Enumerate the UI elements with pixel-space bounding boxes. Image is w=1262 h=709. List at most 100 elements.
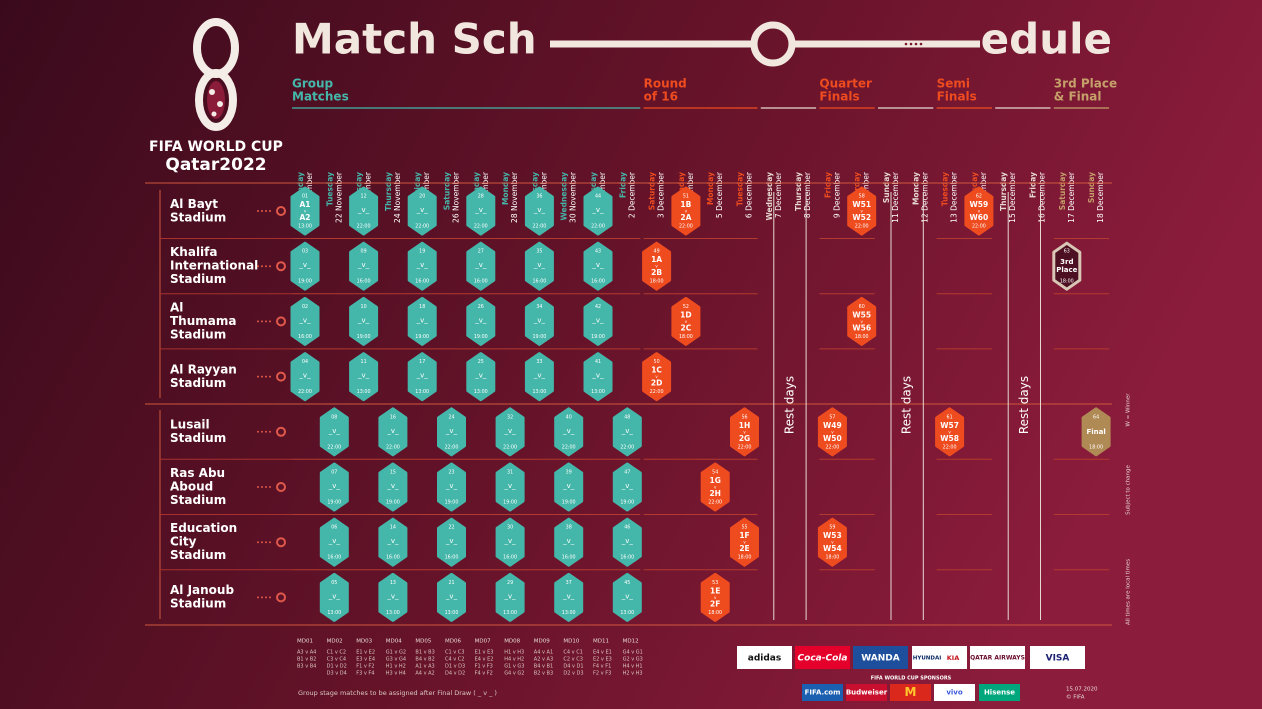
- match-time: 13:00: [591, 389, 605, 395]
- connector-ring: [276, 316, 286, 327]
- match-badge: [407, 352, 437, 402]
- match-fixture: _v_: [504, 537, 517, 545]
- match-time: 16:00: [503, 555, 517, 561]
- stadium-name: Thumama: [170, 314, 236, 328]
- matchday-label: MD11: [593, 639, 609, 645]
- stadium-name: Stadium: [170, 431, 226, 445]
- matchday-fixture: A4 v A2: [415, 671, 434, 677]
- partner-name: WANDA: [861, 654, 899, 664]
- weekday-label: Tuesday: [325, 172, 334, 206]
- weekday-label: Saturday: [648, 172, 657, 210]
- match-badge: [1081, 407, 1111, 457]
- match-team: 1F: [739, 531, 749, 540]
- match-badge: [437, 517, 466, 567]
- sponsor-name: M: [905, 685, 917, 699]
- match-number: 47: [624, 470, 630, 476]
- match-number: 49: [654, 249, 660, 255]
- match-team: W58: [940, 434, 959, 443]
- match-number: 54: [712, 470, 718, 476]
- match-badge: [466, 352, 496, 402]
- match-fixture: _v_: [591, 206, 604, 214]
- match-number: 38: [566, 525, 572, 531]
- matchday-fixture: A1 v A3: [415, 664, 434, 670]
- match-badge: [290, 352, 320, 402]
- match-number: 19: [419, 249, 425, 255]
- connector-dot: [261, 486, 263, 488]
- match-number: 04: [302, 359, 308, 365]
- match-versus: v: [714, 595, 717, 600]
- matchday-fixture: C1 v C3: [445, 650, 464, 656]
- match-fixture: _v_: [445, 537, 458, 545]
- match-versus: v: [655, 374, 658, 379]
- match-time: 22:00: [503, 444, 517, 450]
- match-versus: v: [743, 540, 746, 545]
- matchday-fixture: F2 v F3: [593, 671, 611, 677]
- stage-header: Round: [644, 77, 687, 91]
- match-time: 13:00: [386, 610, 400, 616]
- match-number: 26: [478, 304, 484, 310]
- matchday-fixture: E4 v E1: [593, 650, 612, 656]
- partner-name: VISA: [1046, 654, 1070, 664]
- match-fixture: _v_: [504, 482, 517, 490]
- match-fixture: _v_: [562, 427, 575, 435]
- footnote: Group stage matches to be assigned after…: [298, 689, 497, 697]
- match-number: 22: [448, 525, 454, 531]
- connector-ring: [276, 261, 286, 272]
- weekday-label: Sunday: [677, 172, 686, 203]
- match-number: 02: [302, 304, 308, 310]
- match-team: 1A: [651, 255, 662, 264]
- date-label: 22 November: [334, 171, 343, 223]
- match-time: 22:00: [708, 500, 722, 506]
- date-label: 13 December: [950, 171, 959, 223]
- match-badge: [554, 517, 584, 567]
- match-number: 17: [419, 359, 425, 365]
- match-fixture: _v_: [591, 372, 604, 380]
- match-number: 34: [536, 304, 542, 310]
- title-ornament: [550, 21, 980, 67]
- connector-ring: [276, 426, 286, 437]
- match-fixture: _v_: [386, 427, 399, 435]
- stage-header: Finals: [937, 90, 977, 104]
- stage-header: Group: [292, 77, 334, 91]
- stadium-name: Education: [170, 521, 237, 535]
- match-badge: [847, 296, 877, 346]
- match-number: 41: [595, 359, 601, 365]
- stage-header: 3rd Place: [1054, 77, 1117, 91]
- match-fixture: _v_: [445, 592, 458, 600]
- match-time: 19:00: [357, 334, 371, 340]
- match-badge: [524, 296, 554, 346]
- match-time: 22:00: [327, 444, 341, 450]
- match-number: 14: [390, 525, 396, 531]
- sponsor-logo: [890, 684, 931, 701]
- match-number: 40: [566, 414, 572, 420]
- match-number: 29: [507, 580, 513, 586]
- match-number: 12: [361, 194, 367, 200]
- matchday-fixture: E1 v E2: [356, 650, 375, 656]
- match-badge: [349, 352, 379, 402]
- matchday-fixture: H1 v H2: [386, 664, 406, 670]
- match-team: 1G: [710, 476, 721, 485]
- match-number: 37: [566, 580, 572, 586]
- matchday-label: MD02: [327, 639, 343, 645]
- match-team: 2F: [710, 599, 720, 608]
- matchday-fixture: F4 v F2: [475, 671, 493, 677]
- matchday-fixture: D1 v D2: [327, 664, 347, 670]
- issue-date: 15.07.2020: [1066, 687, 1098, 693]
- match-fixture: _v_: [328, 537, 341, 545]
- match-fixture: _v_: [533, 372, 546, 380]
- match-badge: [466, 296, 496, 346]
- match-time: 13:00: [415, 389, 429, 395]
- match-time: 18:00: [825, 555, 839, 561]
- date-label: 30 November: [569, 171, 578, 223]
- match-time: 19:00: [562, 500, 576, 506]
- connector-dot: [265, 320, 267, 323]
- match-number: 39: [566, 470, 572, 476]
- match-badge: [349, 241, 379, 291]
- match-fixture: _v_: [562, 482, 575, 490]
- sponsor-name: Hisense: [984, 689, 1015, 697]
- match-time: 19:00: [532, 334, 546, 340]
- match-fixture: _v_: [474, 372, 487, 380]
- side-note: Subject to change: [1126, 464, 1132, 514]
- stage-header: of 16: [644, 90, 678, 104]
- match-time: 22:00: [357, 224, 371, 230]
